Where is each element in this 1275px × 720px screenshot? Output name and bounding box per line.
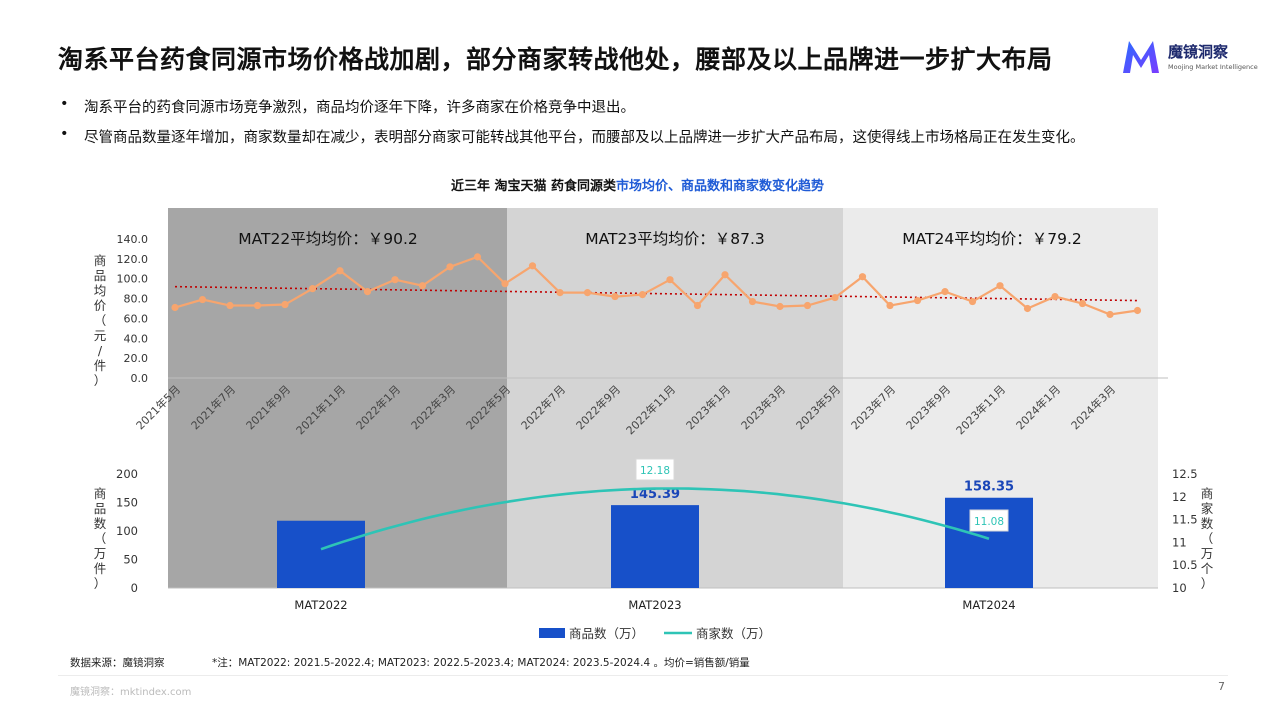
page-number: 7 — [1218, 680, 1225, 693]
price-data-point — [886, 301, 894, 310]
right-y-tick-label: 12 — [1172, 490, 1187, 504]
merchant-value-label: 12.18 — [640, 465, 670, 477]
left-y-axis-label: 商品数（万件） — [94, 486, 107, 591]
chart-title-prefix: 近三年 淘宝天猫 药食同源类 — [450, 179, 617, 194]
price-data-point — [748, 297, 757, 306]
y-tick-label: 60.0 — [124, 312, 149, 325]
chart-title: 近三年 淘宝天猫 药食同源类市场均价、商品数和商家数变化趋势 — [0, 175, 1275, 194]
trend-line — [174, 285, 1138, 302]
legend-line-label: 商家数（万） — [696, 626, 771, 641]
right-y-tick-label: 11 — [1172, 535, 1187, 549]
price-data-point — [583, 289, 592, 297]
price-data-point — [446, 263, 454, 271]
logo-m-icon — [1123, 41, 1159, 73]
category-label: MAT2022 — [294, 598, 347, 612]
period-average-label: MAT23平均均价：￥87.3 — [585, 230, 764, 248]
price-data-point — [226, 301, 234, 310]
price-data-point — [1133, 306, 1142, 315]
price-data-point — [913, 296, 922, 305]
price-data-point — [1078, 299, 1087, 308]
left-y-tick-label: 150 — [116, 496, 138, 510]
left-y-tick-label: 200 — [116, 467, 138, 481]
price-data-point — [1051, 292, 1059, 301]
price-data-point — [996, 282, 1004, 290]
logo-subtitle: Moojing Market Intelligence — [1168, 63, 1258, 71]
price-data-point — [281, 300, 289, 309]
period-average-label: MAT22平均均价：￥90.2 — [238, 230, 417, 248]
footnote: *注：MAT2022: 2021.5-2022.4; MAT2023: 2022… — [212, 657, 750, 669]
merchant-count-line — [320, 487, 990, 551]
category-label: MAT2024 — [962, 598, 1015, 612]
right-y-tick-label: 12.5 — [1172, 467, 1198, 481]
y-axis-label: 商品均价（元/件） — [94, 253, 107, 388]
y-tick-label: 80.0 — [124, 293, 149, 306]
price-data-point — [776, 302, 784, 311]
price-data-point — [968, 297, 977, 306]
logo-name: 魔镜洞察 — [1168, 43, 1229, 61]
price-data-point — [611, 292, 619, 301]
price-series-line — [174, 255, 1138, 316]
bullet-item: 淘系平台的药食同源市场竞争激烈，商品均价逐年下降，许多商家在价格竞争中退出。 — [58, 96, 1258, 117]
merchant-label-box — [969, 509, 1009, 532]
y-tick-label: 20.0 — [124, 352, 149, 365]
right-y-axis-label: 商家数（万个） — [1201, 486, 1214, 591]
price-data-point — [666, 276, 674, 284]
price-data-point — [308, 285, 317, 293]
price-data-point — [638, 291, 647, 299]
price-data-point — [858, 273, 867, 281]
price-data-point — [556, 289, 564, 297]
footer-divider — [58, 675, 1228, 676]
right-y-tick-label: 10 — [1172, 581, 1187, 595]
price-data-point — [336, 267, 344, 275]
price-data-point — [418, 282, 427, 290]
price-data-point — [391, 276, 399, 284]
bullet-list: 淘系平台的药食同源市场竞争激烈，商品均价逐年下降，许多商家在价格竞争中退出。 尽… — [58, 96, 1258, 156]
chart-title-highlight: 市场均价、商品数和商家数变化趋势 — [616, 179, 825, 194]
price-data-point — [941, 288, 949, 296]
site-url: 魔镜洞察：mktindex.com — [70, 687, 192, 698]
price-data-point — [831, 293, 839, 302]
price-data-point — [528, 262, 537, 270]
right-y-tick-label: 10.5 — [1172, 558, 1198, 572]
price-data-point — [1023, 304, 1032, 313]
price-data-point — [253, 301, 262, 310]
bar-value-label: 158.35 — [964, 480, 1014, 495]
right-y-tick-label: 11.5 — [1172, 513, 1198, 527]
legend-bar-label: 商品数（万） — [569, 626, 644, 641]
price-data-point — [693, 301, 702, 310]
category-label: MAT2023 — [628, 598, 681, 612]
price-data-point — [501, 280, 509, 288]
product-count-bar — [611, 505, 699, 588]
bullet-item: 尽管商品数量逐年增加，商家数量却在减少，表明部分商家可能转战其他平台，而腰部及以… — [58, 126, 1258, 147]
price-data-point — [473, 253, 482, 261]
price-data-point — [721, 271, 729, 279]
page-title: 淘系平台药食同源市场价格战加剧，部分商家转战他处，腰部及以上品牌进一步扩大布局 — [58, 45, 1053, 74]
product-count-bar — [277, 520, 365, 588]
left-y-tick-label: 50 — [123, 553, 138, 567]
price-data-point — [1106, 310, 1114, 319]
price-data-point — [171, 303, 179, 312]
merchant-label-box — [635, 458, 675, 481]
price-data-point — [803, 301, 812, 310]
brand-logo: 魔镜洞察 Moojing Market Intelligence — [1120, 38, 1260, 78]
left-y-tick-label: 0 — [131, 581, 138, 595]
data-source: 数据来源：魔镜洞察 — [70, 657, 165, 669]
merchant-value-label: 11.08 — [974, 516, 1004, 528]
price-data-point — [363, 288, 372, 296]
legend-bar-swatch — [539, 628, 565, 638]
y-tick-label: 100.0 — [117, 273, 149, 286]
period-average-label: MAT24平均均价：￥79.2 — [902, 230, 1081, 248]
y-tick-label: 40.0 — [124, 332, 149, 345]
y-tick-label: 140.0 — [117, 233, 149, 246]
left-y-tick-label: 100 — [116, 524, 138, 538]
y-tick-label: 120.0 — [117, 253, 149, 266]
combo-chart: MAT22平均均价：￥90.2 MAT23平均均价：￥87.3 MAT24平均均价：… — [94, 208, 1214, 641]
bar-value-label: 145.39 — [630, 487, 680, 502]
y-tick-label: 0.0 — [131, 372, 149, 385]
price-data-point — [198, 295, 207, 304]
